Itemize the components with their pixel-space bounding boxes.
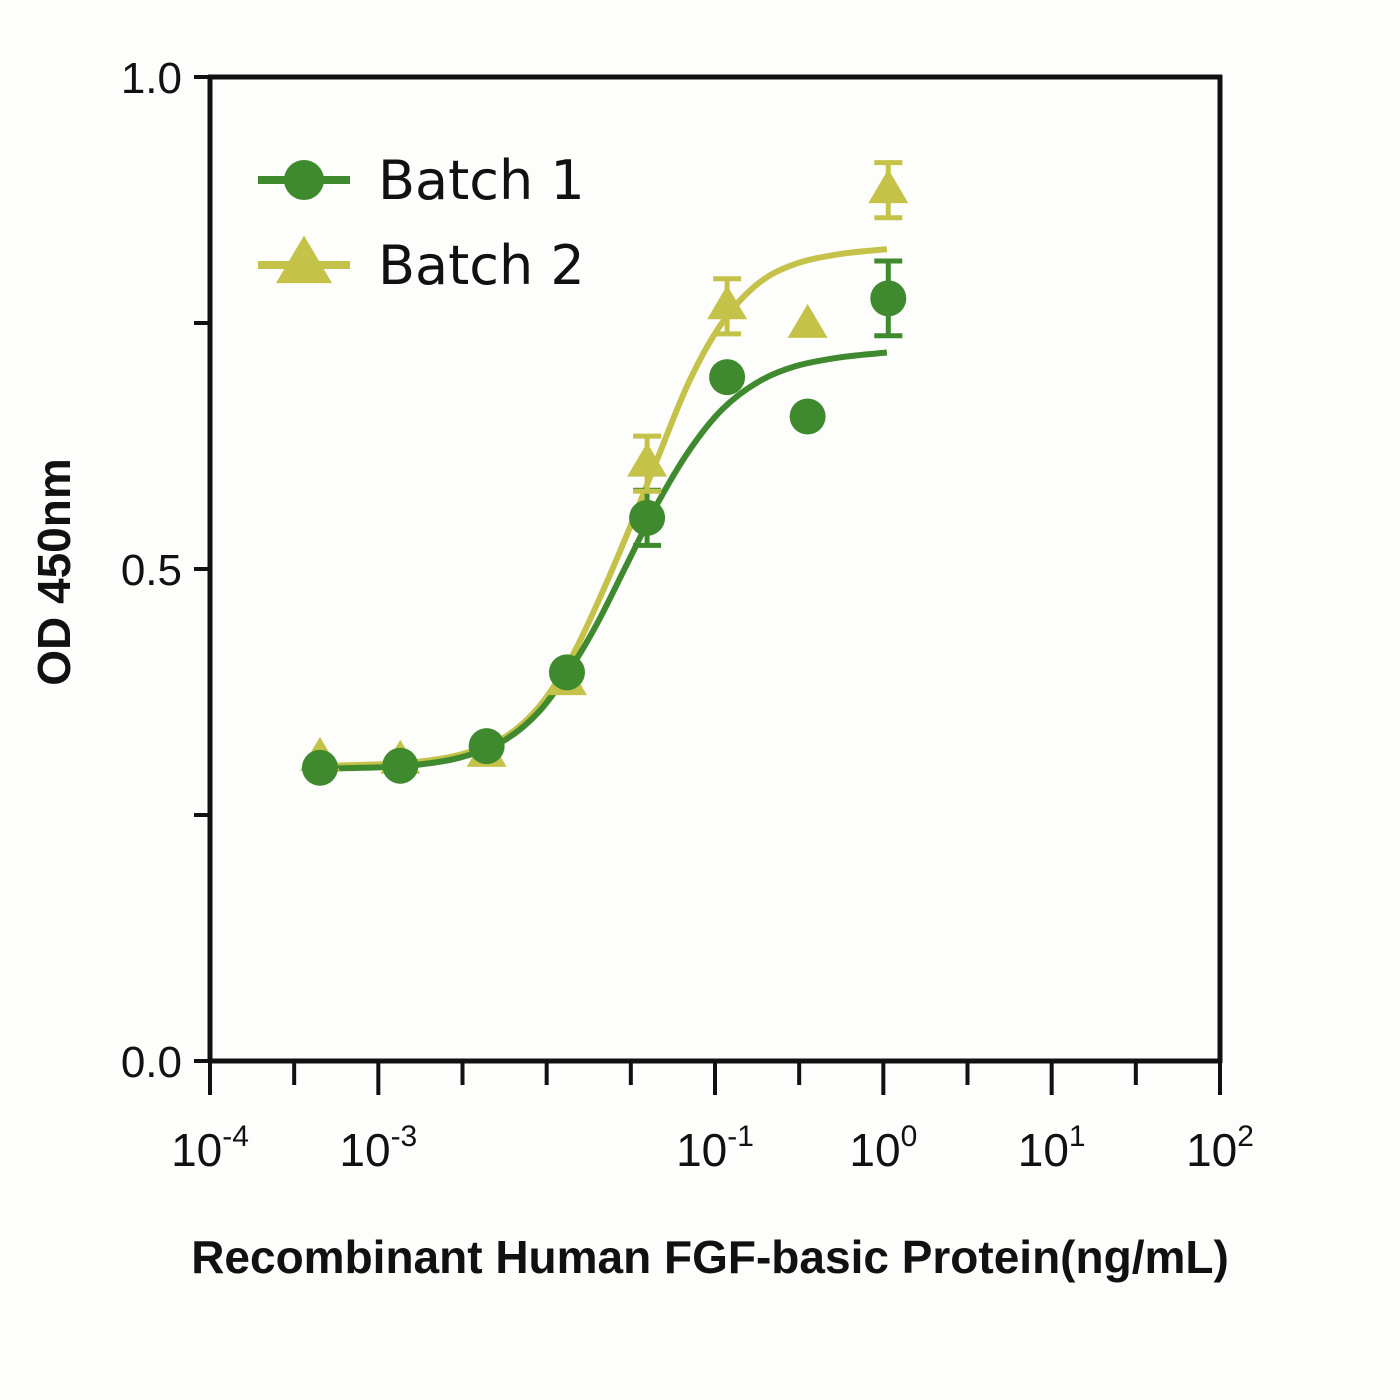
x-tick-label: 102 — [1186, 1120, 1254, 1176]
x-tick-label: 100 — [849, 1120, 917, 1176]
y-ticks: 0.0 0.5 1.0 — [121, 54, 210, 1087]
axes — [207, 74, 1223, 1064]
legend-label: Batch 2 — [378, 234, 585, 297]
x-axis-title: Recombinant Human FGF-basic Protein(ng/m… — [191, 1231, 1229, 1283]
batch-1-point — [468, 728, 505, 765]
batch-1-point — [709, 359, 746, 396]
batch-1-point — [382, 747, 419, 784]
batch-1-point — [548, 654, 585, 691]
y-tick-label: 0.5 — [121, 546, 182, 595]
legend-triangle-marker — [276, 235, 332, 284]
batch-2-point — [707, 285, 748, 320]
batch-2-point — [868, 169, 909, 204]
batch-2-point — [627, 442, 668, 477]
x-tick-label: 10-1 — [676, 1120, 754, 1176]
batch-1-point — [629, 499, 666, 536]
batch-1-point — [301, 749, 338, 786]
y-tick-label: 1.0 — [121, 54, 182, 103]
legend: Batch 1 Batch 2 — [258, 149, 585, 297]
batch-1-point — [870, 280, 907, 317]
legend-circle-marker — [284, 160, 324, 200]
data-points — [299, 169, 909, 786]
x-tick-label: 101 — [1018, 1120, 1086, 1176]
x-ticks: 10-4 10-3 10-1 100 101 102 — [171, 1061, 1254, 1176]
y-tick-label: 0.0 — [121, 1038, 182, 1087]
batch-1-point — [789, 398, 826, 435]
legend-label: Batch 1 — [378, 149, 585, 212]
fit-curve-batch-1 — [319, 349, 888, 772]
y-axis-title: OD 450nm — [28, 458, 80, 686]
batch-2-point — [787, 303, 828, 338]
fit-curves — [319, 246, 888, 772]
x-tick-label: 10-4 — [171, 1120, 249, 1176]
x-tick-label: 10-3 — [339, 1120, 417, 1176]
